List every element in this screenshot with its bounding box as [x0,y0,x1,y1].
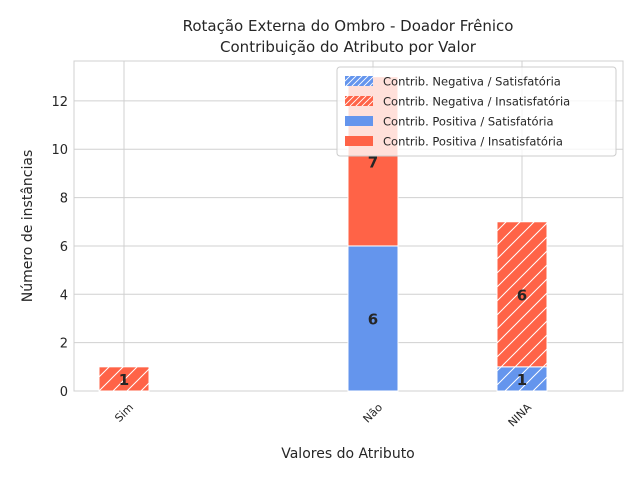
bar-hatch-overlay [99,366,149,391]
y-tick-label: 2 [60,337,68,352]
legend-frame [336,66,617,157]
legend: Contrib. Negativa / Satisfatória Contrib.… [336,66,617,157]
bar-value-label: 7 [368,153,378,171]
legend-swatch-hatch [345,96,373,106]
legend-entry-label: Contrib. Positiva / Satisfatória [383,115,554,129]
bar-positiva-solid [347,245,399,392]
y-tick-label: 8 [60,192,68,207]
x-tick-label: Sim [112,401,136,425]
y-tick-label: 10 [51,143,68,158]
legend-entry-label: Contrib. Negativa / Satisfatória [383,75,561,89]
bar-value-label: 1 [119,371,129,389]
legend-swatch [345,116,373,126]
legend-swatch-hatch [345,76,373,86]
y-tick-label: 4 [60,288,68,303]
x-tick-label: NINA [506,401,535,430]
bar-labels: 1 6 7 1 6 [119,153,527,389]
y-tick-label: 6 [60,240,68,255]
bar-value-label: 6 [517,286,527,304]
bar-value-label: 6 [368,310,378,328]
legend-entry-label: Contrib. Negativa / Insatisfatória [383,95,570,109]
bar-hatch-overlay [497,366,547,391]
y-ticks: 0 2 4 6 8 10 12 [51,95,68,400]
bar-hatch-overlay [497,221,547,367]
y-axis-label: Número de instâncias [20,150,36,302]
y-tick-label: 12 [51,95,68,110]
y-tick-label: 0 [60,385,68,400]
x-axis-label: Valores do Atributo [281,446,415,462]
chart-title-line-2: Contribuição do Atributo por Valor [220,38,477,56]
bar-value-label: 1 [517,371,527,389]
legend-entry-label: Contrib. Positiva / Insatisfatória [383,135,563,149]
chart-title-line-1: Rotação Externa do Ombro - Doador Frênic… [183,17,514,35]
x-tick-label: Não [361,401,386,426]
x-ticks: Sim Não NINA [112,401,534,430]
legend-swatch [345,136,373,146]
